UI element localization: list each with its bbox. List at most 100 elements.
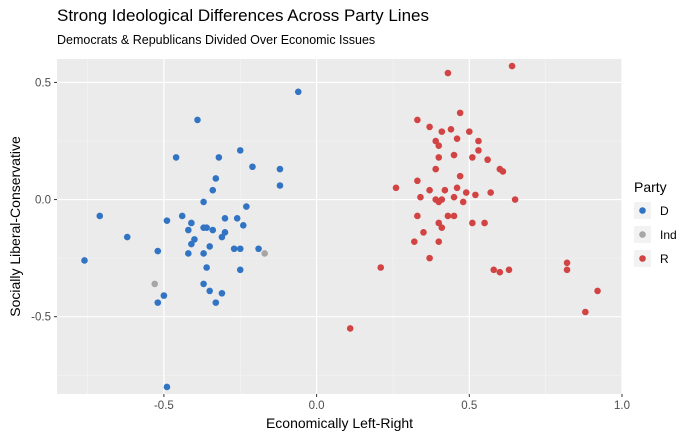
data-point-d (215, 154, 223, 161)
data-point-r (453, 135, 461, 142)
data-point-r (438, 224, 446, 231)
data-point-r (456, 109, 464, 117)
data-point-d (276, 182, 284, 189)
chart-title: Strong Ideological Differences Across Pa… (57, 6, 429, 25)
data-point-r (459, 198, 467, 206)
y-tick-label: 0.5 (35, 77, 51, 89)
data-point-d (172, 154, 180, 161)
legend-swatch-r (639, 255, 646, 262)
y-axis-ticks: -0.5 0.0 0.5 (31, 77, 57, 324)
x-axis-label: Economically Left-Right (266, 415, 413, 431)
data-point-r (505, 266, 513, 274)
data-point-r (456, 172, 464, 180)
data-point-d (188, 240, 195, 248)
data-point-d (230, 245, 238, 253)
data-point-d (185, 250, 192, 257)
data-point-r (411, 238, 418, 246)
data-point-d (212, 299, 220, 306)
data-point-r (346, 325, 354, 332)
data-point-r (432, 196, 440, 203)
data-point-r (426, 123, 433, 131)
data-point-r (465, 128, 473, 135)
data-point-d (188, 219, 195, 227)
data-point-d (239, 222, 247, 229)
data-point-r (435, 238, 443, 246)
data-point-r (450, 212, 458, 220)
data-point-d (163, 217, 171, 224)
data-point-d (209, 226, 217, 234)
data-point-r (450, 151, 458, 159)
data-point-d (243, 203, 250, 210)
chart-subtitle: Democrats & Republicans Divided Over Eco… (57, 33, 376, 47)
data-point-r (414, 212, 421, 220)
data-point-r (487, 189, 494, 196)
plot-panel (57, 59, 622, 394)
data-point-r (508, 62, 516, 70)
legend-label: Ind (660, 228, 677, 242)
data-point-r (444, 212, 452, 220)
data-point-r (462, 189, 470, 196)
legend-title: Party (634, 179, 667, 195)
data-point-r (447, 125, 455, 133)
data-point-r (481, 219, 488, 227)
x-tick-label: 0.0 (309, 400, 325, 412)
y-tick-label: 0.0 (35, 195, 51, 207)
y-tick-label: -0.5 (31, 312, 51, 324)
data-point-d (209, 186, 217, 194)
data-point-d (200, 198, 207, 206)
data-point-r (426, 254, 433, 262)
data-point-r (435, 154, 443, 161)
data-point-r (392, 184, 400, 192)
data-point-r (490, 266, 498, 274)
data-point-ind (151, 280, 159, 288)
data-points (81, 62, 601, 391)
data-point-d (154, 247, 162, 255)
data-point-r (441, 186, 449, 194)
data-point-d (255, 245, 262, 253)
data-point-r (469, 219, 476, 227)
data-point-r (435, 219, 443, 227)
data-point-d (203, 264, 210, 271)
data-point-r (417, 193, 424, 201)
data-point-d (236, 245, 244, 253)
data-point-r (420, 229, 427, 236)
data-point-d (81, 257, 88, 264)
data-point-r (414, 177, 421, 185)
data-point-d (185, 226, 192, 234)
data-point-r (484, 156, 491, 164)
data-point-d (123, 233, 131, 241)
data-point-r (414, 116, 421, 124)
legend-label: D (660, 204, 669, 218)
data-point-d (294, 88, 302, 96)
data-point-r (450, 193, 458, 201)
data-point-r (594, 287, 601, 295)
data-point-r (432, 137, 440, 145)
data-point-d (200, 280, 207, 288)
data-point-r (475, 147, 482, 154)
data-point-r (582, 308, 589, 316)
x-tick-label: 1.0 (614, 400, 630, 412)
y-axis-label: Socially Liberal-Conservative (7, 136, 23, 317)
data-point-d (206, 243, 214, 250)
data-point-d (221, 215, 229, 222)
data-point-d (218, 289, 226, 297)
data-point-d (203, 224, 210, 231)
legend-swatch-ind (639, 231, 646, 238)
data-point-r (377, 264, 385, 271)
data-point-r (444, 69, 452, 77)
data-point-d (212, 175, 220, 182)
data-point-r (496, 268, 504, 276)
data-point-d (160, 292, 168, 299)
data-point-d (194, 116, 201, 124)
data-point-d (178, 212, 186, 220)
data-point-r (453, 184, 461, 192)
data-point-d (163, 383, 171, 391)
legend-label: R (660, 252, 669, 266)
data-point-d (191, 236, 198, 243)
data-point-d (236, 266, 244, 274)
data-point-r (438, 128, 446, 135)
data-point-d (96, 212, 104, 220)
data-point-d (233, 215, 241, 222)
data-point-r (469, 154, 476, 161)
